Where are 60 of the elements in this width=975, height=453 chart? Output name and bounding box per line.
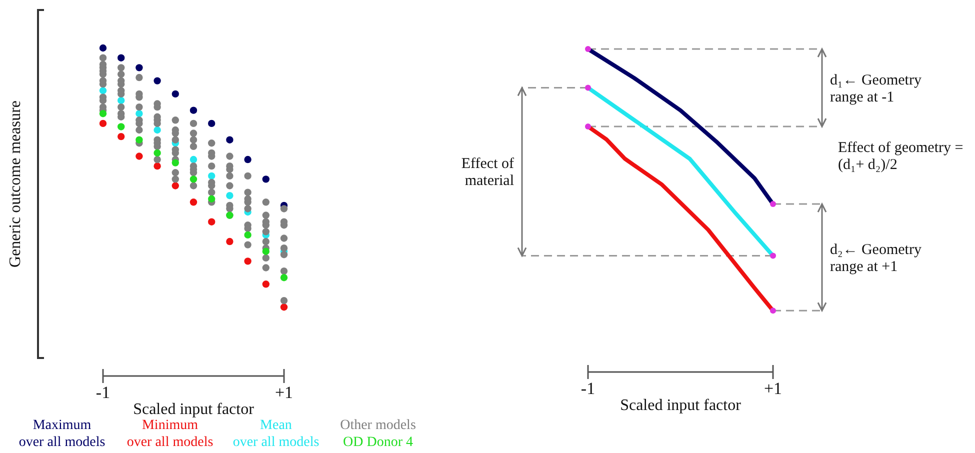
point	[190, 176, 198, 183]
text: Effect of material	[461, 156, 514, 190]
point	[172, 159, 179, 166]
point	[172, 182, 179, 190]
point	[280, 274, 288, 282]
point	[244, 231, 252, 239]
point	[99, 44, 107, 52]
x-axis-title: Scaled input factor	[133, 401, 255, 418]
point	[244, 258, 252, 265]
point	[585, 46, 591, 52]
point	[190, 106, 198, 114]
point	[208, 195, 216, 202]
point	[99, 110, 107, 118]
point	[136, 110, 143, 118]
point	[190, 198, 198, 206]
point	[280, 304, 288, 311]
point	[190, 156, 198, 164]
point	[770, 252, 776, 259]
x-axis-title: Scaled input factor	[620, 397, 742, 414]
point	[226, 136, 234, 144]
x-tick-label: +1	[764, 379, 782, 398]
text: Effect of geometry = (d₁+ d₂)/2	[838, 140, 964, 173]
point	[585, 124, 591, 130]
text: Other models	[340, 418, 416, 433]
point	[136, 136, 143, 144]
x-tick-label: -1	[96, 383, 110, 402]
point	[118, 96, 125, 104]
x-tick-label: +1	[274, 383, 294, 402]
point	[226, 238, 234, 246]
point	[208, 172, 216, 180]
point	[118, 123, 125, 130]
point	[262, 280, 270, 288]
text: Minimum over all models	[126, 418, 214, 450]
point	[136, 152, 143, 160]
point	[262, 176, 270, 183]
point	[770, 308, 776, 314]
point	[154, 149, 161, 157]
point	[226, 192, 234, 200]
point	[262, 248, 270, 255]
text: Mean over all models	[232, 418, 320, 450]
point	[154, 162, 161, 170]
x-tick-label: -1	[580, 379, 596, 398]
point	[244, 156, 252, 164]
point	[154, 77, 161, 84]
text: OD Donor 4	[343, 435, 413, 450]
point	[99, 120, 107, 128]
point	[208, 218, 216, 226]
point	[118, 54, 125, 62]
text: d₁← Geometry range at -1	[830, 72, 922, 106]
point	[208, 120, 216, 128]
y-axis-title: Generic outcome measure	[7, 100, 24, 268]
point	[99, 87, 107, 94]
point	[136, 64, 143, 72]
text: Maximum over all models	[18, 418, 106, 450]
point	[172, 90, 179, 98]
point	[585, 84, 591, 91]
point	[770, 201, 776, 208]
text: d₂← Geometry range at +1	[830, 242, 922, 275]
point	[154, 126, 161, 134]
point	[118, 132, 125, 140]
